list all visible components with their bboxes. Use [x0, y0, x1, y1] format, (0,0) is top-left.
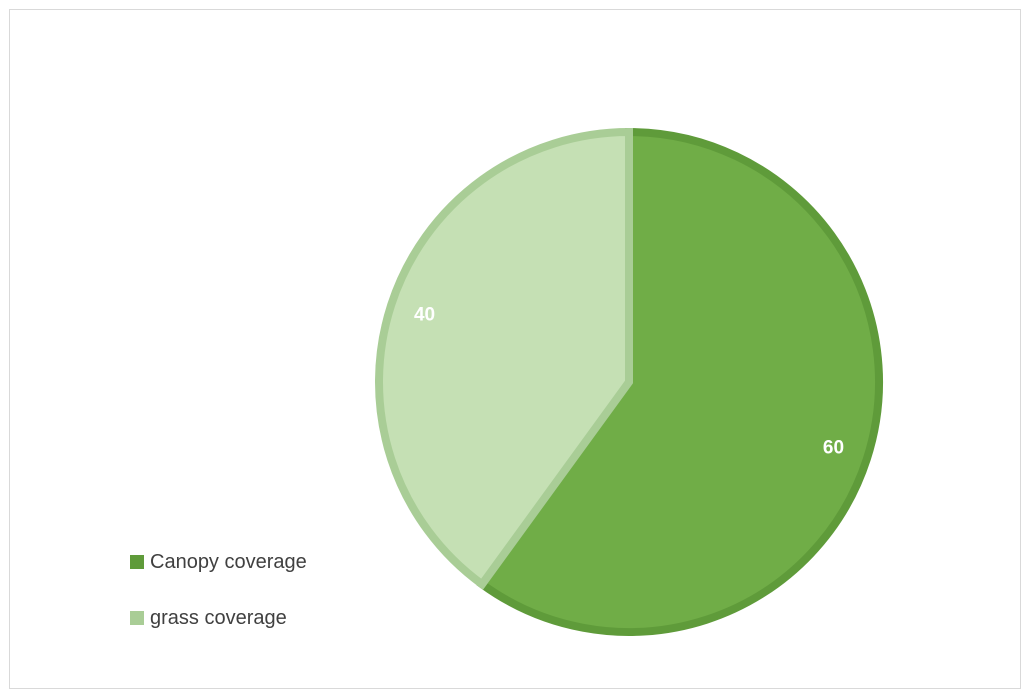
legend-label-canopy: Canopy coverage: [150, 550, 307, 573]
pie-data-labels: 60 40: [414, 305, 844, 459]
legend-swatch-canopy: [130, 555, 144, 569]
legend-item-canopy: Canopy coverage: [130, 548, 307, 576]
legend-label-grass: grass coverage: [150, 606, 287, 629]
pie-slice-1: [375, 127, 633, 590]
legend-item-grass: grass coverage: [130, 604, 307, 632]
pie-slices: [375, 127, 883, 636]
pie-slice-0: [476, 127, 883, 636]
data-label-1: 40: [414, 305, 435, 326]
legend: Canopy coverage grass coverage: [130, 548, 307, 660]
legend-swatch-grass: [130, 611, 144, 625]
data-label-0: 60: [823, 437, 844, 458]
